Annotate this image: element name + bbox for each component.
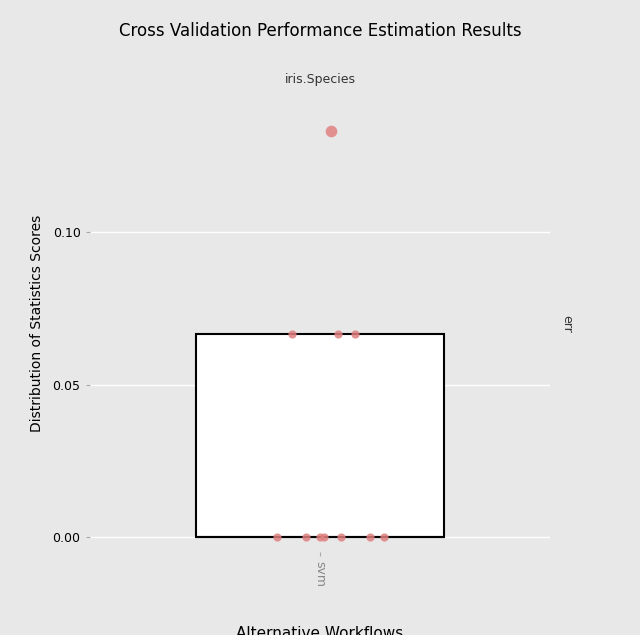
Point (350, 329, 360, 339)
Text: err: err (560, 315, 573, 333)
Point (326, 126, 336, 136)
Point (301, 532, 311, 542)
X-axis label: Alternative Workflows: Alternative Workflows (236, 626, 404, 635)
Point (379, 532, 389, 542)
Y-axis label: Distribution of Statistics Scores: Distribution of Statistics Scores (30, 215, 44, 432)
Text: iris.Species: iris.Species (285, 73, 355, 86)
Text: Cross Validation Performance Estimation Results: Cross Validation Performance Estimation … (118, 22, 522, 40)
Point (333, 329, 343, 339)
Point (273, 532, 283, 542)
Point (336, 532, 346, 542)
Point (365, 532, 375, 542)
Point (319, 532, 329, 542)
Bar (196, 334, 444, 537)
Point (315, 532, 325, 542)
Point (287, 329, 297, 339)
